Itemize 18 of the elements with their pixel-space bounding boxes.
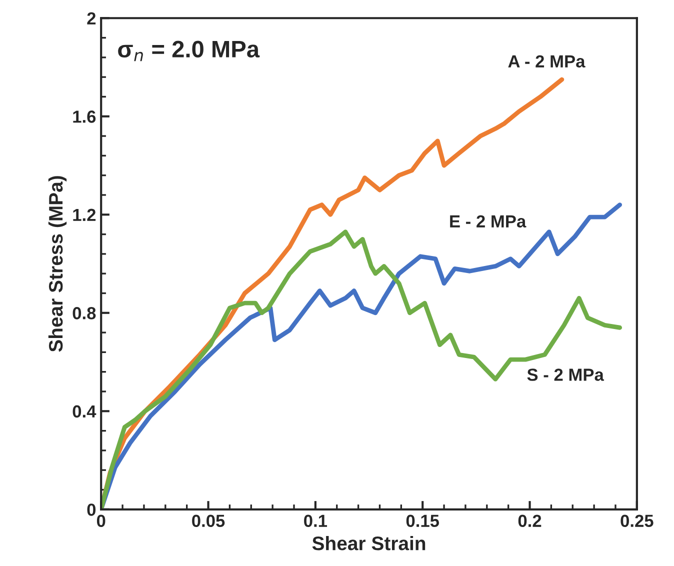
annotation: σ$_{n}$ = 2.0 MPa bbox=[118, 40, 260, 62]
x-tick-label: 0.25 bbox=[620, 514, 654, 528]
y-tick-label: 1.2 bbox=[73, 208, 96, 221]
x-tick-label: 0 bbox=[96, 514, 106, 528]
y-tick-label: 0.8 bbox=[72, 307, 96, 320]
x-tick-label: 0.1 bbox=[304, 514, 328, 528]
y-tick-label: 0 bbox=[87, 504, 96, 516]
x-tick-label: 0.05 bbox=[192, 514, 225, 528]
series-label: E - 2 MPa bbox=[450, 215, 526, 228]
y-tick-label: 2 bbox=[87, 12, 96, 24]
series-label: S - 2 MPa bbox=[527, 368, 604, 381]
y-axis-title: Shear Stress (MPa) bbox=[48, 176, 67, 352]
x-tick-label: 0.15 bbox=[406, 514, 440, 528]
y-tick-label: 1.6 bbox=[73, 110, 96, 123]
y-tick-label: 0.4 bbox=[72, 405, 96, 418]
x-tick-label: 0.2 bbox=[518, 514, 542, 528]
x-axis-title: Shear Strain bbox=[312, 536, 426, 550]
series-label: A - 2 MPa bbox=[508, 55, 586, 68]
